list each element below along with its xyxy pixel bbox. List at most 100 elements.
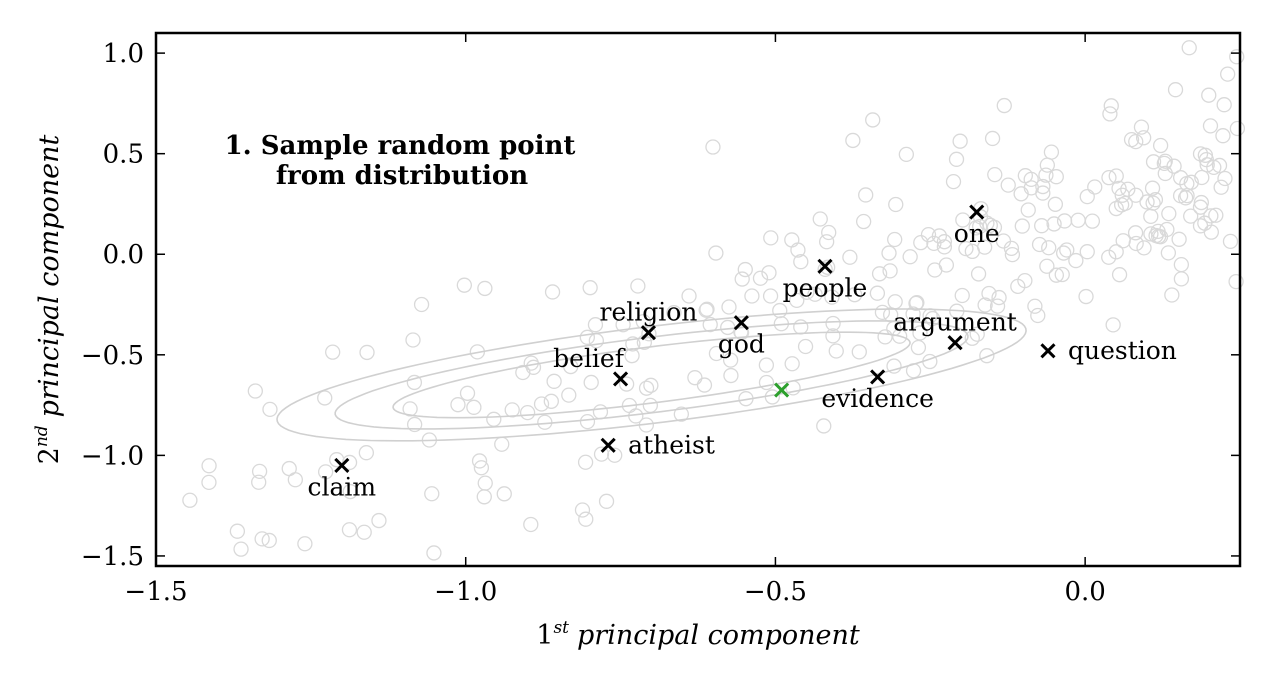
background-point [1220,66,1236,82]
background-point [262,401,278,418]
background-point [902,249,918,265]
background-point [1101,170,1117,186]
background-point [1105,317,1121,333]
background-point [402,401,418,417]
background-point [1148,227,1164,244]
background-point [643,377,659,393]
background-point [1041,240,1057,256]
background-point [251,463,268,480]
background-point [233,541,249,557]
background-point [789,292,805,308]
background-point [519,405,536,421]
background-point [708,245,724,261]
background-point [970,266,987,282]
background-point [758,374,775,391]
background-point [1034,218,1050,234]
background-point [1181,40,1197,56]
background-point [1111,180,1127,197]
background-point [1222,233,1239,250]
background-point [1211,157,1228,174]
background-point [1054,266,1070,283]
point-label: religion [600,298,698,327]
background-point [945,173,962,190]
sampled-point [774,382,790,398]
background-point [477,475,493,491]
point-label: people [783,273,868,302]
background-point [824,289,840,305]
background-point [1215,128,1231,144]
background-point [979,348,995,364]
background-point [938,257,955,273]
background-point [1023,171,1039,188]
background-point [744,288,760,304]
background-point [1172,170,1189,186]
background-point [666,304,682,321]
background-point [466,399,482,415]
background-point [471,453,488,469]
background-point [964,243,980,260]
background-point [1179,175,1195,192]
background-point [799,284,815,300]
background-point [1133,119,1150,135]
background-point [618,376,635,392]
background-point [1047,196,1064,212]
background-point [642,397,658,414]
background-point [995,233,1012,249]
y-tick-label: 0.0 [103,240,144,270]
background-point [579,329,595,345]
background-point [812,211,828,227]
background-point [1031,236,1048,253]
background-point [1143,208,1159,225]
background-point [764,389,781,405]
background-point [1114,187,1130,203]
background-point [842,249,858,265]
background-point [1128,133,1144,150]
background-point [819,234,835,250]
background-point [1216,97,1232,113]
background-point [881,245,897,261]
point-label: one [954,219,1000,248]
annotation-line-1: 1. Sample random point [225,131,576,161]
background-point [1160,245,1177,261]
background-point [254,531,270,547]
background-point [1173,256,1190,273]
background-point [182,492,198,508]
background-point [948,151,965,167]
background-point [1203,224,1219,240]
background-point [1217,170,1233,187]
background-point [496,486,512,502]
background-point [855,213,872,230]
background-point [1229,49,1245,65]
point-marker [334,457,350,473]
background-point [981,285,997,302]
background-point [638,380,655,396]
background-point [587,317,604,333]
background-point [456,277,472,293]
background-point [737,261,753,278]
background-point [955,212,971,228]
background-point [358,445,374,461]
background-point [515,364,531,381]
background-point [533,396,550,412]
background-point [630,278,646,294]
y-axis-label-number: 2 [34,447,65,464]
background-point [784,232,800,248]
background-point [1055,245,1072,261]
background-point [476,489,492,505]
background-point [424,486,440,502]
background-point [329,452,345,468]
background-point [578,511,594,527]
background-point [1136,240,1152,256]
point-marker [613,371,629,387]
background-point [898,146,915,163]
point-marker [817,258,833,274]
background-point [702,316,718,333]
background-point [625,336,641,352]
background-point [1035,178,1051,195]
background-point [607,447,623,463]
background-point [201,474,217,491]
background-point [537,414,553,430]
background-point [1171,231,1187,247]
background-point [882,263,898,279]
